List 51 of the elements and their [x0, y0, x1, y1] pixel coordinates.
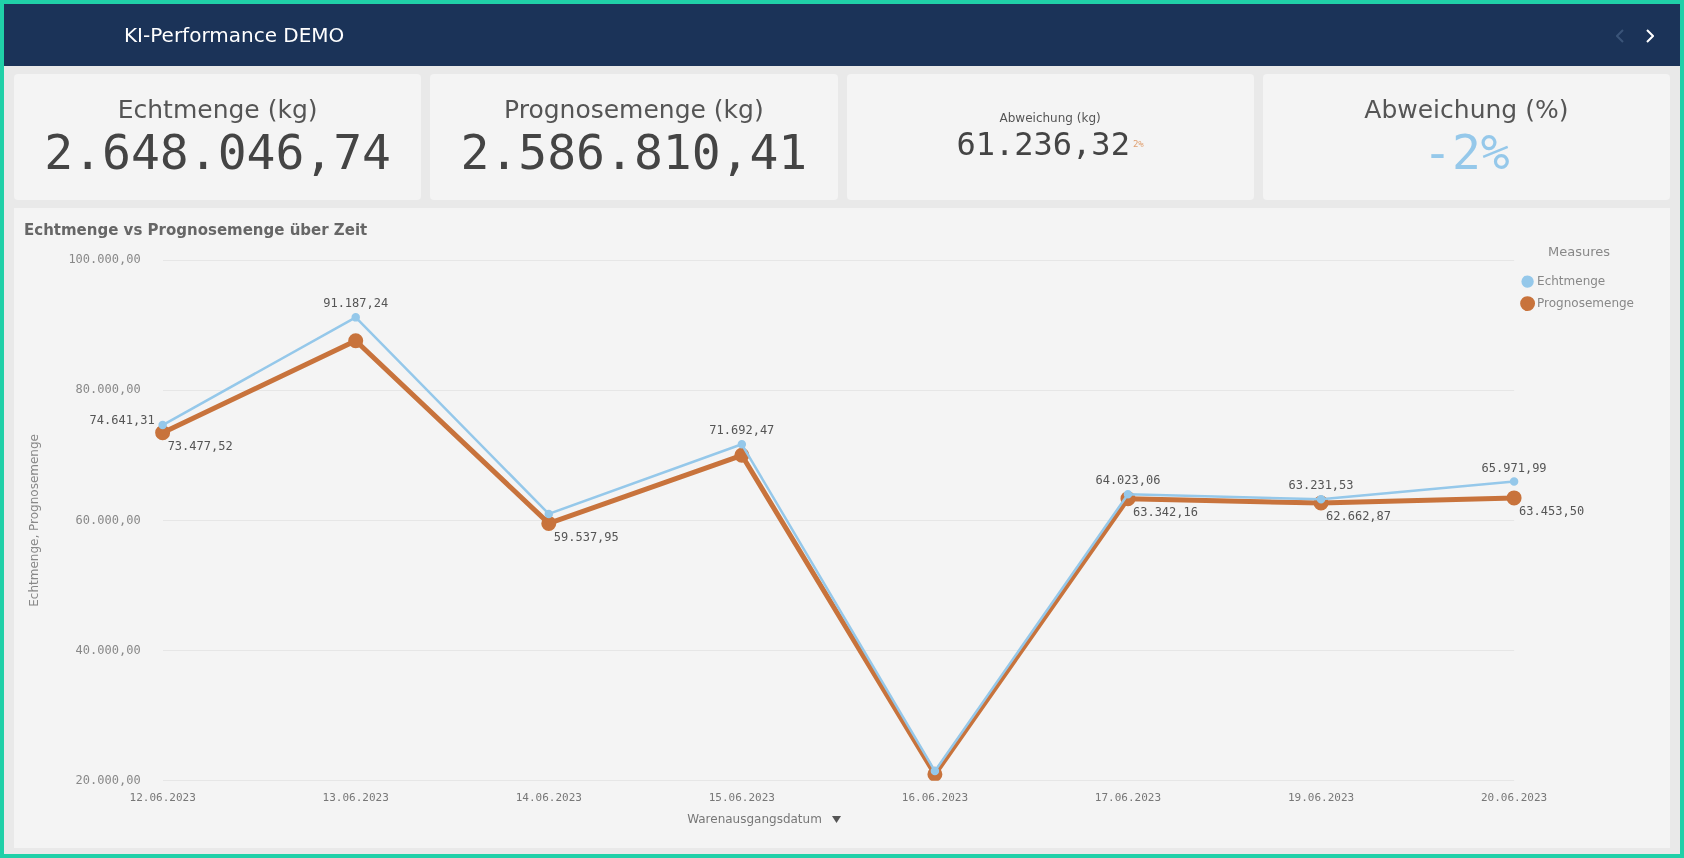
point: [1506, 490, 1522, 506]
point: [737, 440, 747, 449]
text: 2%: [1132, 139, 1144, 149]
point: [348, 333, 364, 349]
text: 61.236,32: [956, 125, 1130, 163]
y-tick-label: 100.000,00: [68, 252, 141, 267]
x-tick-label: 15.06.2023: [708, 791, 775, 805]
text: Echtmenge (kg): [117, 94, 318, 124]
data-label: 91.187,24: [323, 296, 389, 311]
y-tick-label: 80.000,00: [75, 382, 141, 397]
legend-title: Measures: [1548, 243, 1611, 259]
y-tick-label: 40.000,00: [75, 642, 141, 657]
point: [351, 313, 360, 322]
data-label: 62.662,87: [1326, 509, 1392, 524]
point: [734, 447, 750, 463]
x-tick-label: 16.06.2023: [901, 791, 969, 805]
x-tick-label: 17.06.2023: [1094, 791, 1162, 805]
point: [541, 515, 557, 531]
data-label: 63.231,53: [1288, 478, 1354, 493]
text: 2.648.046,74: [44, 123, 392, 180]
y-axis-title: Echtmenge, Prognosemenge: [27, 434, 42, 607]
x-tick-label: 13.06.2023: [322, 791, 389, 805]
data-label: 74.641,31: [89, 413, 155, 428]
data-label: 73.477,52: [167, 438, 233, 453]
text: Abweichung (%): [1364, 94, 1569, 124]
point: [1509, 477, 1519, 486]
text: Abweichung (kg): [999, 111, 1101, 125]
data-label: 65.971,99: [1481, 460, 1547, 475]
text: Prognosemenge (kg): [504, 94, 764, 124]
point: [544, 509, 554, 519]
text: KI-Performance DEMO: [124, 23, 345, 47]
chart-title: Echtmenge vs Prognosemenge über Zeit: [24, 220, 368, 239]
data-label: 71.692,47: [709, 423, 775, 438]
x-tick-label: 14.06.2023: [515, 791, 582, 805]
x-axis-title: Warenausgangsdatum: [687, 812, 822, 826]
legend-label: Echtmenge: [1537, 273, 1606, 288]
data-label: 64.023,06: [1095, 473, 1161, 488]
data-label: 63.453,50: [1519, 504, 1585, 519]
text: -2%: [1423, 123, 1510, 180]
point: [158, 420, 167, 430]
data-label: 59.537,95: [553, 529, 619, 544]
data-label: 63.342,16: [1132, 504, 1198, 519]
legend-label: Prognosemenge: [1537, 295, 1635, 310]
text: 2.586.810,41: [460, 123, 808, 180]
x-tick-label: 20.06.2023: [1480, 791, 1548, 805]
y-tick-label: 60.000,00: [75, 512, 141, 527]
y-tick-label: 20.000,00: [75, 772, 141, 787]
point: [155, 425, 171, 441]
point: [1123, 489, 1133, 499]
x-tick-label: 19.06.2023: [1287, 791, 1355, 805]
x-tick-label: 12.06.2023: [129, 791, 196, 805]
